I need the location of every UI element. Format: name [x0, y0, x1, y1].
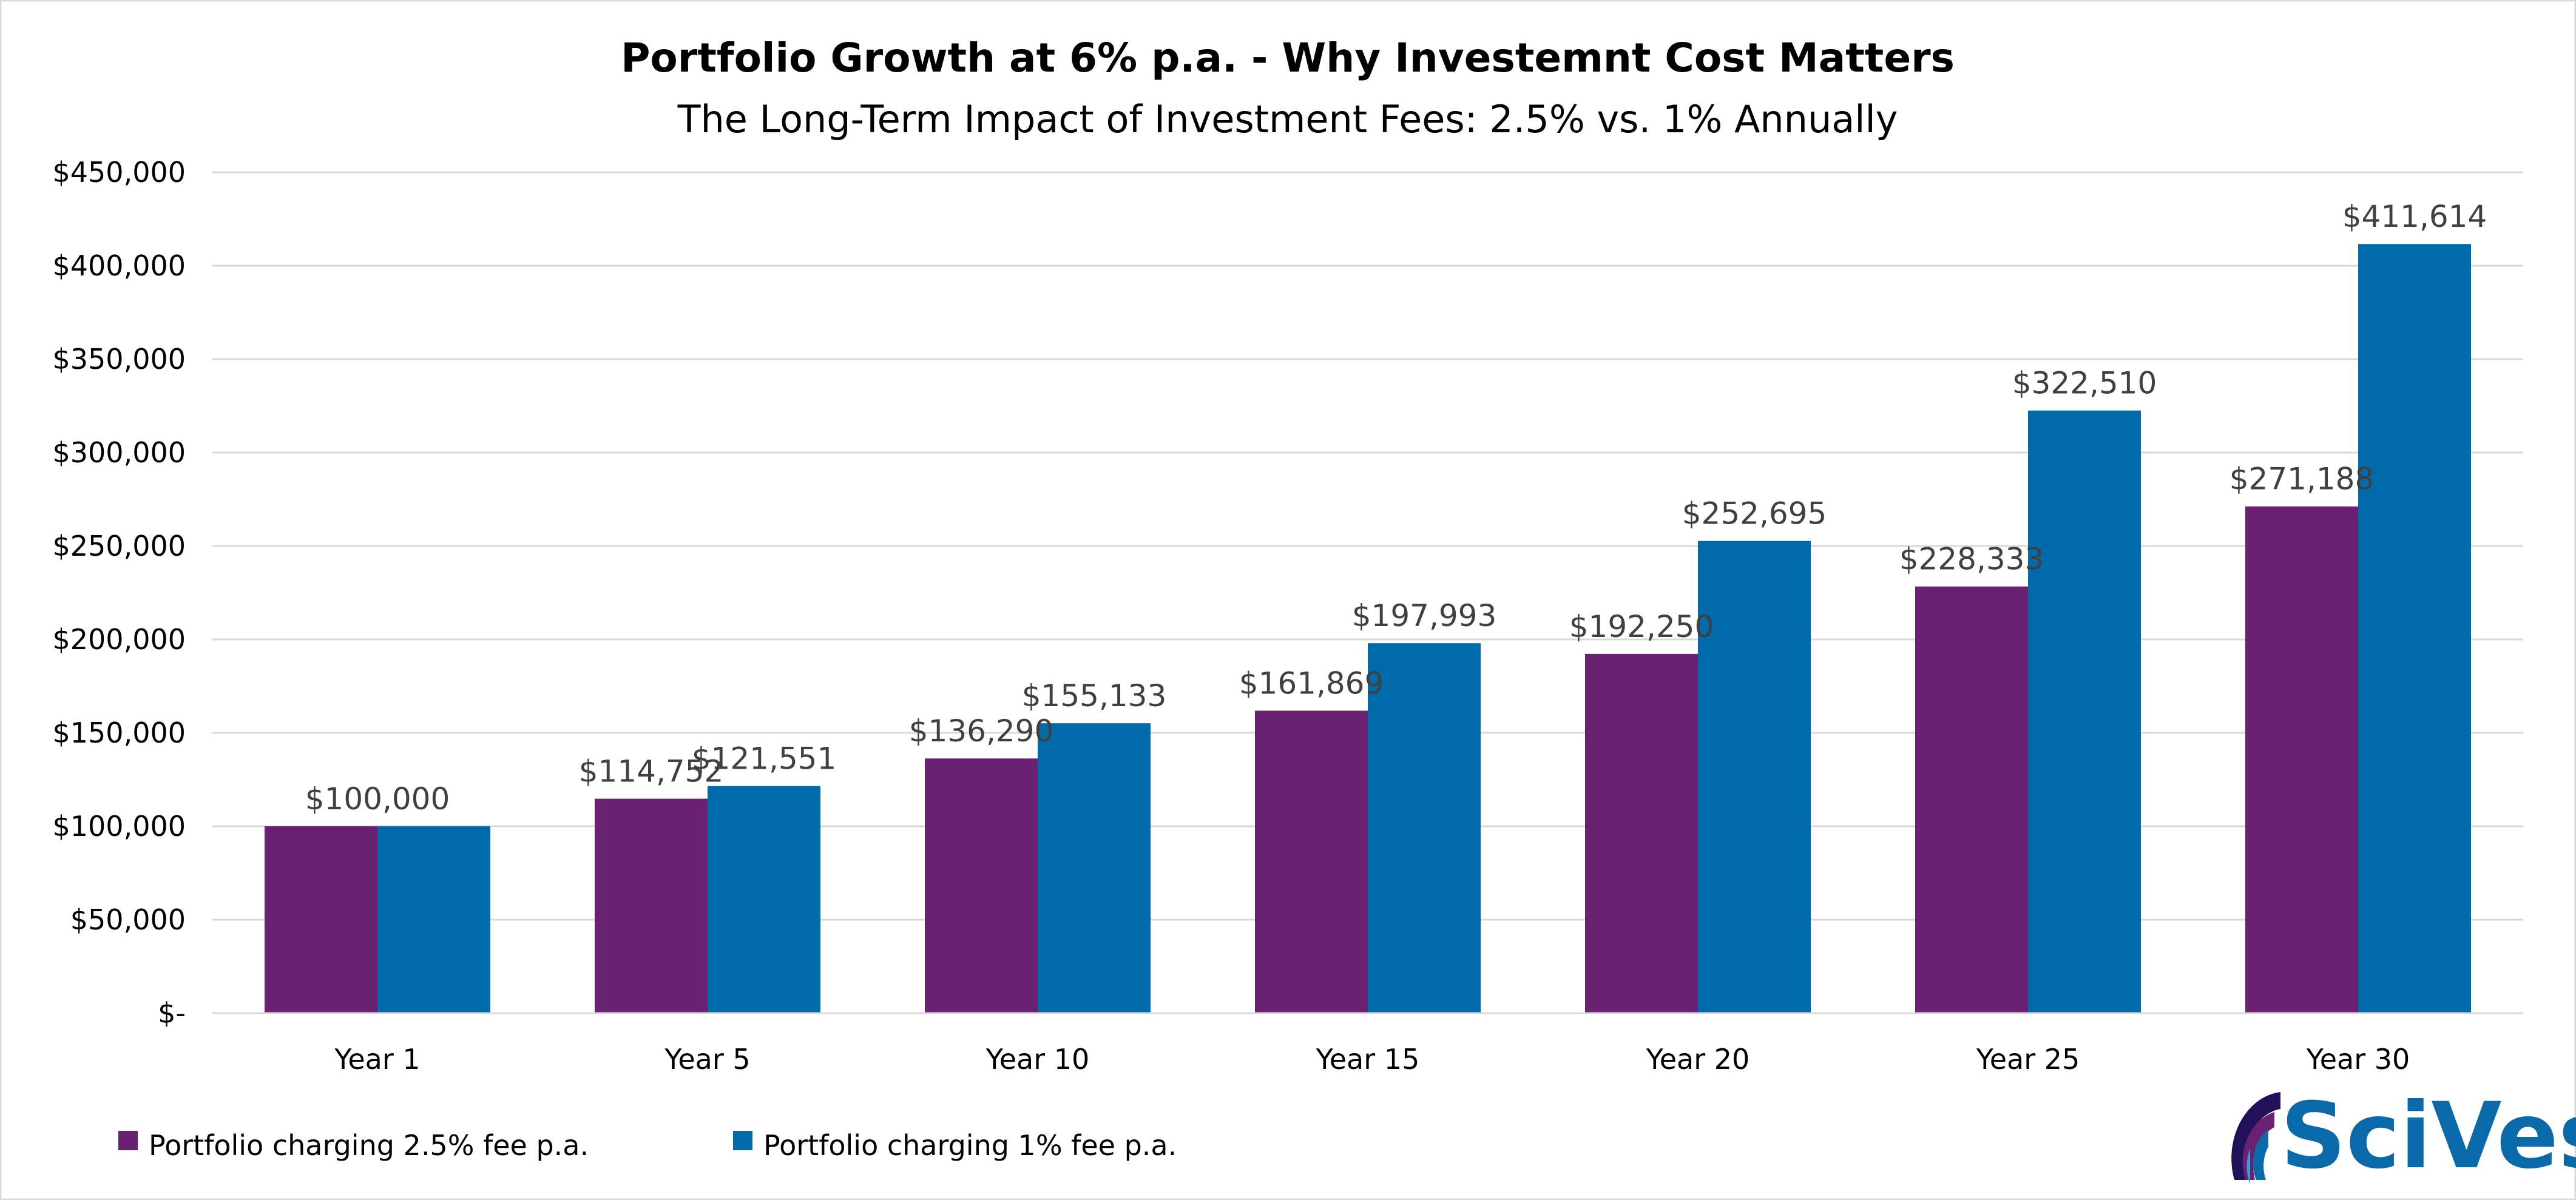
data-label: $228,333	[1899, 542, 2044, 577]
data-label: $100,000	[305, 781, 450, 817]
bar-series-0-year-30	[2245, 506, 2358, 1013]
scivest-arcs-logo-icon	[2231, 1092, 2280, 1184]
bar-series-0-year-20	[1585, 653, 1698, 1013]
chart-subtitle: The Long-Term Impact of Investment Fees:…	[677, 97, 1898, 141]
bar-series-0-year-25	[1915, 586, 2028, 1013]
y-tick-label: $50,000	[70, 903, 186, 936]
y-tick-label: $450,000	[53, 156, 186, 189]
data-label: $136,290	[909, 713, 1054, 749]
data-label: $322,510	[2012, 366, 2157, 401]
x-tick-label: Year 10	[985, 1043, 1090, 1076]
bar-series-1-year-10	[1038, 723, 1151, 1013]
x-tick-label: Year 5	[664, 1043, 750, 1076]
legend-swatch-2-5-fee	[118, 1131, 138, 1150]
y-tick-label: $150,000	[53, 716, 186, 749]
y-tick-label: $350,000	[53, 343, 186, 376]
chart-title: Portfolio Growth at 6% p.a. - Why Invest…	[621, 35, 1955, 81]
data-label: $252,695	[1682, 496, 1827, 531]
x-tick-label: Year 1	[334, 1043, 420, 1076]
bar-series-0-year-10	[925, 758, 1038, 1013]
bar-series-0-year-15	[1255, 710, 1368, 1013]
y-tick-label: $200,000	[53, 623, 186, 656]
y-tick-label: $250,000	[53, 530, 186, 562]
x-tick-label: Year 25	[1976, 1043, 2080, 1076]
bar-series-1-year-20	[1698, 541, 1811, 1013]
bar-series-0-year-1	[265, 826, 377, 1013]
x-axis: Year 1 Year 5 Year 10 Year 15 Year 20 Year 25…	[212, 1012, 2523, 1076]
data-label: $155,133	[1022, 678, 1167, 713]
bar-series-1-year-30	[2358, 244, 2471, 1013]
data-label: $271,188	[2229, 462, 2375, 497]
data-label: $114,752	[579, 754, 724, 789]
bar-series-0-year-5	[595, 798, 708, 1013]
x-tick-label: Year 15	[1316, 1043, 1420, 1076]
scivest-logo: SciVest	[2231, 1084, 2576, 1189]
data-label: $192,250	[1569, 609, 1714, 644]
bars	[265, 244, 2471, 1013]
legend-label-1-fee: Portfolio charging 1% fee p.a.	[763, 1129, 1177, 1162]
x-tick-label: Year 30	[2306, 1043, 2410, 1076]
legend-swatch-1-fee	[733, 1131, 752, 1150]
y-tick-label: $100,000	[53, 810, 186, 843]
data-label: $197,993	[1352, 598, 1497, 633]
bar-series-1-year-1	[377, 826, 490, 1013]
data-label: $161,869	[1239, 666, 1384, 701]
legend: Portfolio charging 2.5% fee p.a. Portfol…	[118, 1129, 1177, 1162]
x-tick-label: Year 20	[1646, 1043, 1750, 1076]
bar-series-1-year-5	[708, 786, 820, 1013]
bar-series-1-year-25	[2028, 410, 2141, 1013]
logo-text: SciVest	[2280, 1084, 2576, 1189]
legend-label-2-5-fee: Portfolio charging 2.5% fee p.a.	[149, 1129, 589, 1162]
bar-series-1-year-15	[1368, 643, 1481, 1013]
y-tick-label: $400,000	[53, 249, 186, 282]
y-tick-label: $-	[158, 997, 186, 1030]
data-labels: $100,000 $114,752$121,551 $136,290$155,133…	[305, 199, 2487, 817]
y-tick-label: $300,000	[53, 436, 186, 469]
y-axis: $- $50,000 $100,000 $150,000 $200,000 $250,00…	[53, 156, 186, 1030]
data-label: $121,551	[692, 741, 837, 777]
data-label: $411,614	[2342, 199, 2487, 234]
